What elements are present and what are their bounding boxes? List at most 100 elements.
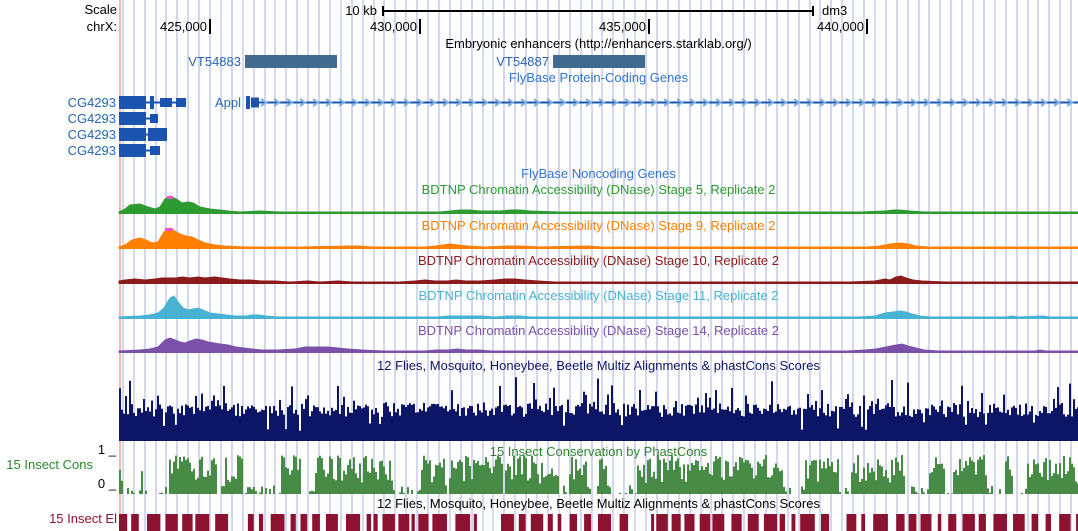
flybase-genes-track[interactable] — [119, 96, 1078, 157]
gridline — [764, 0, 767, 531]
gridline — [121, 0, 124, 531]
track-title-flybase-noncoding[interactable]: FlyBase Noncoding Genes — [521, 166, 676, 181]
gridline — [830, 0, 833, 531]
conservation-axis-max: 1 _ — [97, 442, 116, 457]
clipped-peak-mark — [165, 228, 173, 231]
gridline — [972, 0, 974, 531]
track-title-multiz[interactable]: 12 Flies, Mosquito, Honeybee, Beetle Mul… — [377, 358, 820, 373]
gridline — [383, 0, 386, 531]
track-title-cyan-dnase[interactable]: BDTNP Chromatin Accessibility (DNase) St… — [418, 288, 779, 303]
gridline — [841, 0, 844, 531]
track-title-multiz-elements[interactable]: 12 Flies, Mosquito, Honeybee, Beetle Mul… — [377, 496, 820, 511]
gridline — [339, 0, 342, 531]
gridline — [263, 0, 266, 531]
gridline — [993, 0, 996, 531]
gridline — [427, 0, 429, 531]
gridline — [252, 0, 255, 531]
gene-label-CG4293-0[interactable]: CG4293 — [67, 95, 116, 110]
assembly-label: dm3 — [822, 3, 848, 18]
gridline — [579, 0, 582, 531]
conservation-track[interactable] — [119, 455, 1078, 494]
gridline — [1037, 0, 1040, 531]
gridline — [1026, 0, 1029, 531]
scale-value-label: 10 kb — [345, 3, 377, 18]
gridline — [328, 0, 331, 531]
gridline — [241, 0, 244, 531]
gridline — [481, 0, 484, 531]
view-left-edge-line — [119, 0, 121, 531]
enhancer-label-VT54883[interactable]: VT54883 — [188, 54, 241, 69]
gridline — [666, 0, 669, 531]
gridline — [503, 0, 506, 531]
wiggle-track-cyan[interactable] — [118, 295, 1078, 319]
enhancer-label-VT54887[interactable]: VT54887 — [496, 54, 549, 69]
insect-elements-track[interactable] — [119, 514, 1078, 531]
gridline — [743, 0, 746, 531]
gridline — [612, 0, 615, 531]
gridline — [154, 0, 157, 531]
coordinate-tick-label: 435,000 — [599, 19, 646, 34]
embryonic-enhancers-track[interactable] — [245, 55, 645, 68]
gridline — [645, 0, 647, 531]
track-title-flybase-coding[interactable]: FlyBase Protein-Coding Genes — [508, 70, 689, 85]
track-title-conservation[interactable]: 15 Insect Conservation by PhastCons — [489, 444, 708, 459]
gridline — [895, 0, 898, 531]
gene-label-CG4293-3[interactable]: CG4293 — [67, 143, 116, 158]
track-title-orange-dnase[interactable]: BDTNP Chromatin Accessibility (DNase) St… — [421, 218, 776, 233]
gridline — [786, 0, 789, 531]
gridline — [1070, 0, 1073, 531]
track-title-green-dnase[interactable]: BDTNP Chromatin Accessibility (DNase) St… — [421, 182, 776, 197]
gridline — [873, 0, 876, 531]
enhancer-box-VT54883[interactable] — [245, 55, 337, 68]
gridline — [1004, 0, 1007, 531]
gridline — [1015, 0, 1018, 531]
track-title-dark_red-dnase[interactable]: BDTNP Chromatin Accessibility (DNase) St… — [417, 253, 780, 268]
gridline — [982, 0, 985, 531]
conservation-left-label[interactable]: 15 Insect Cons — [6, 457, 93, 472]
gridline — [950, 0, 953, 531]
scale-row-label: Scale — [84, 2, 117, 17]
multiz-alignment-track[interactable] — [119, 377, 1078, 441]
gene-appl[interactable] — [246, 96, 1078, 109]
coordinate-tick-mark — [866, 19, 868, 34]
coordinate-tick-mark — [648, 19, 650, 34]
gridline — [230, 0, 233, 531]
gridline — [307, 0, 310, 531]
track-title-embryonic-enhancers[interactable]: Embryonic enhancers (http://enhancers.st… — [445, 36, 752, 51]
gridline — [219, 0, 222, 531]
coordinate-tick-mark — [419, 19, 421, 34]
wiggle-track-green[interactable] — [118, 195, 1078, 214]
gene-label-CG4293-1[interactable]: CG4293 — [67, 111, 116, 126]
coordinate-tick-label: 440,000 — [817, 19, 864, 34]
gene-label-appl[interactable]: Appl — [215, 95, 242, 110]
gridline — [655, 0, 658, 531]
gridline — [939, 0, 942, 531]
wiggle-track-purple[interactable] — [118, 337, 1078, 353]
coordinate-tick-label: 430,000 — [370, 19, 417, 34]
gridline — [416, 0, 419, 531]
gridline — [928, 0, 931, 531]
gridline — [285, 0, 288, 531]
gridline — [754, 0, 756, 531]
conservation-axis-min: 0 _ — [97, 476, 116, 491]
coordinate-tick-mark — [209, 19, 211, 34]
elements-left-label[interactable]: 15 Insect El — [49, 511, 117, 526]
gridline — [699, 0, 702, 531]
enhancer-box-VT54887[interactable] — [553, 55, 645, 68]
track-title-purple-dnase[interactable]: BDTNP Chromatin Accessibility (DNase) St… — [417, 323, 780, 338]
scale-bar — [382, 6, 814, 16]
wiggle-track-dark_red[interactable] — [118, 275, 1078, 284]
gridline — [884, 0, 887, 531]
clipped-peak-mark — [167, 196, 173, 199]
gridline — [405, 0, 408, 531]
gene-label-CG4293-2[interactable]: CG4293 — [67, 127, 116, 142]
gridline — [394, 0, 397, 531]
wiggle-track-orange[interactable] — [118, 227, 1078, 249]
gridline — [372, 0, 375, 531]
gridline — [623, 0, 626, 531]
gridline — [775, 0, 778, 531]
coordinate-tick-label: 425,000 — [160, 19, 207, 34]
gridline — [819, 0, 822, 531]
